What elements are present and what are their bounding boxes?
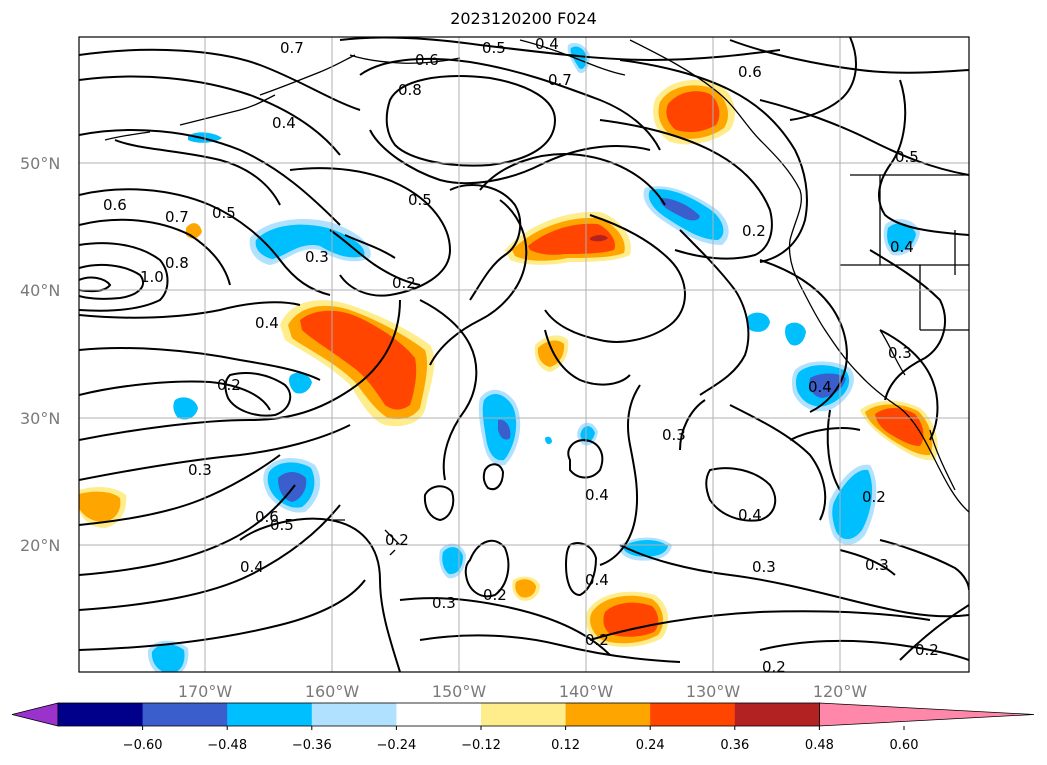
contour-label: 0.2: [585, 631, 609, 649]
contour-label: 0.3: [752, 558, 776, 576]
contour-label: 0.2: [385, 531, 409, 549]
colorbar-tick-label: −0.48: [207, 738, 247, 753]
contour-label: 0.2: [392, 274, 416, 292]
lat-label: 30°N: [20, 409, 60, 428]
lat-label: 20°N: [20, 536, 60, 555]
colorbar-tick-label: −0.36: [292, 738, 332, 753]
colorbar-outline: [57, 702, 820, 727]
colorbar-swatch: [142, 703, 228, 726]
lat-label: 40°N: [20, 281, 60, 300]
contour-label: 0.7: [548, 71, 572, 89]
lon-label: 140°W: [559, 682, 614, 701]
contour-label: 0.4: [585, 486, 609, 504]
contour-label: 0.4: [585, 571, 609, 589]
lon-label: 170°W: [178, 682, 233, 701]
colorbar-tick-label: −0.60: [123, 738, 163, 753]
contour-label: 0.3: [662, 426, 686, 444]
contour-label: 0.4: [808, 378, 832, 396]
contour-label: 0.4: [535, 35, 559, 53]
colorbar: −0.60 −0.48 −0.36 −0.24 −0.12 0.12 0.24 0.36 0.4…: [11, 702, 1035, 753]
contour-label: 0.3: [432, 594, 456, 612]
colorbar-tick-label: 0.48: [805, 738, 834, 753]
map-frame: [78, 36, 970, 673]
colorbar-tick-label: 0.12: [551, 738, 580, 753]
lon-label: 150°W: [432, 682, 487, 701]
colorbar-swatch: [734, 703, 820, 726]
contour-label: 0.8: [398, 81, 422, 99]
latitude-labels: 50°N 40°N 30°N 20°N: [20, 154, 60, 555]
contour-label: 0.3: [188, 461, 212, 479]
contour-label: 0.3: [865, 556, 889, 574]
longitude-labels: 170°W 160°W 150°W 140°W 130°W 120°W: [178, 682, 868, 701]
map-title: 2023120200 F024: [450, 9, 597, 28]
contour-label: 0.7: [165, 208, 189, 226]
map-area: [79, 37, 969, 672]
contour-label: 0.6: [415, 51, 439, 69]
lat-label: 50°N: [20, 154, 60, 173]
contour-label: 0.7: [280, 39, 304, 57]
contour-label: 0.4: [272, 114, 296, 132]
colorbar-tick-label: −0.24: [376, 738, 416, 753]
lon-label: 130°W: [686, 682, 741, 701]
colorbar-swatch: [227, 703, 313, 726]
contour-labels: 0.7 0.5 0.4 0.6 0.8 0.7 0.6 0.4 0.5 0.6 …: [103, 35, 939, 676]
lon-label: 160°W: [305, 682, 360, 701]
contour-label: 0.2: [862, 488, 886, 506]
contour-label: 0.6: [255, 508, 279, 526]
contour-label: 0.2: [742, 222, 766, 240]
contour-label: 0.4: [240, 558, 264, 576]
contour-label: 0.5: [270, 516, 294, 534]
contour-label: 0.4: [255, 314, 279, 332]
graticule: [79, 37, 969, 672]
contour-label: 0.6: [738, 63, 762, 81]
contour-label: 0.2: [915, 641, 939, 659]
colorbar-swatch: [58, 703, 144, 726]
colorbar-tick-label: 0.60: [890, 738, 919, 753]
contour-label: 0.5: [482, 39, 506, 57]
colorbar-tick-label: −0.12: [461, 738, 501, 753]
contour-label: 0.5: [212, 204, 236, 222]
contour-label: 0.3: [888, 344, 912, 362]
contour-label: 0.2: [217, 376, 241, 394]
contour-label: 0.5: [895, 148, 919, 166]
colorbar-extend-max: [819, 702, 1035, 727]
contour-label: 0.6: [103, 196, 127, 214]
colorbar-swatch: [565, 703, 651, 726]
contour-label: 0.5: [408, 191, 432, 209]
contour-label: 1.0: [140, 268, 164, 286]
contour-label: 0.4: [738, 506, 762, 524]
colorbar-swatch: [311, 703, 397, 726]
colorbar-swatch: [481, 703, 567, 726]
colorbar-swatch: [650, 703, 736, 726]
coastlines: [104, 39, 969, 556]
contour-label: 0.3: [305, 248, 329, 266]
colorbar-extend-min: [11, 702, 59, 727]
lon-label: 120°W: [813, 682, 868, 701]
contour-label: 0.2: [762, 658, 786, 676]
contour-label: 0.8: [165, 254, 189, 272]
contour-label: 0.2: [483, 586, 507, 604]
colorbar-tick-label: 0.36: [720, 738, 749, 753]
colorbar-swatch: [396, 703, 482, 726]
contour-label: 0.4: [890, 238, 914, 256]
colorbar-tick-label: 0.24: [636, 738, 665, 753]
